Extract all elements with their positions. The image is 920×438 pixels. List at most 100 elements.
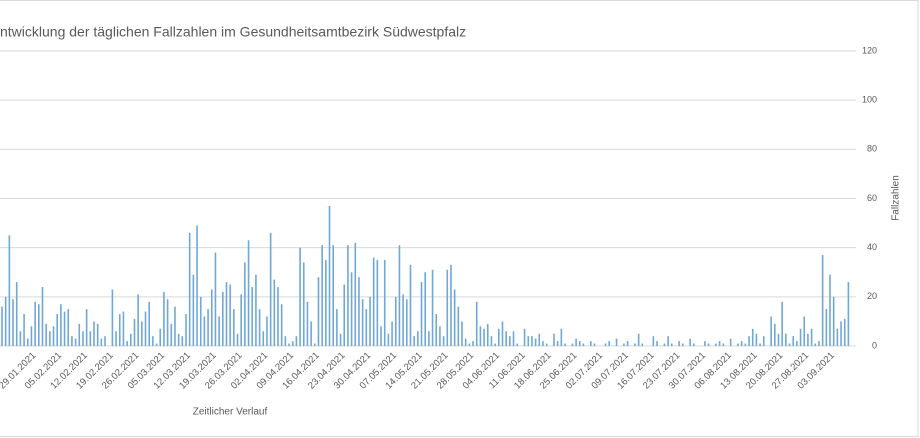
bar — [751, 328, 754, 346]
bar — [560, 328, 563, 346]
bar — [111, 289, 114, 346]
bar — [141, 321, 143, 346]
bar — [829, 274, 831, 346]
bar — [527, 336, 530, 346]
bar — [516, 343, 518, 346]
bar — [641, 343, 644, 346]
bar — [608, 341, 610, 346]
bar — [748, 336, 750, 346]
bar — [689, 338, 691, 346]
bar — [840, 321, 842, 346]
bar — [553, 333, 555, 346]
bar — [402, 294, 404, 346]
bar — [354, 242, 357, 346]
y-tick-label: 100 — [862, 95, 877, 105]
bar — [464, 338, 467, 346]
bar — [538, 333, 541, 346]
bar — [365, 309, 368, 346]
bar — [682, 343, 684, 346]
bar — [670, 343, 673, 346]
bar — [321, 245, 323, 346]
bar — [247, 240, 250, 346]
bar — [63, 311, 66, 346]
bar — [78, 323, 81, 346]
bar — [222, 291, 224, 346]
bar — [431, 269, 434, 346]
bar — [693, 343, 695, 346]
bar — [847, 282, 850, 346]
bar — [100, 338, 103, 346]
bar — [409, 264, 412, 346]
bar — [240, 294, 242, 346]
bar — [288, 343, 290, 346]
bar — [417, 331, 419, 346]
bar — [207, 309, 209, 346]
bar — [277, 287, 279, 346]
bar — [358, 277, 360, 346]
bar — [104, 336, 106, 346]
bar — [218, 316, 220, 346]
bar — [575, 338, 577, 346]
bar — [181, 336, 184, 346]
bar — [788, 343, 791, 346]
bar — [475, 301, 478, 346]
bar — [155, 343, 158, 346]
bar — [509, 336, 511, 346]
bar — [453, 289, 456, 346]
bar — [266, 316, 268, 346]
bar — [545, 343, 548, 346]
bar — [818, 341, 820, 346]
bar — [582, 343, 585, 346]
bar — [174, 306, 176, 346]
bar — [148, 301, 150, 346]
chart-title: ntwicklung der täglichen Fallzahlen im G… — [0, 24, 466, 40]
bar — [781, 301, 783, 346]
bar — [807, 333, 809, 346]
bar — [792, 336, 794, 346]
bar — [420, 282, 423, 346]
bar — [210, 289, 213, 346]
bar — [483, 328, 485, 346]
bar — [74, 338, 77, 346]
y-tick-label: 0 — [872, 340, 877, 350]
bar — [832, 296, 835, 346]
bar — [8, 235, 11, 346]
bar — [626, 341, 629, 346]
bar — [89, 331, 92, 346]
bar — [774, 323, 776, 346]
bar — [744, 343, 747, 346]
bar — [159, 328, 162, 346]
bar — [542, 341, 544, 346]
bar — [442, 336, 445, 346]
bar — [494, 343, 496, 346]
bar — [26, 338, 29, 346]
y-tick-label: 20 — [867, 291, 877, 301]
bar — [133, 318, 136, 346]
bar — [317, 277, 320, 346]
bar — [501, 321, 504, 346]
bar — [332, 245, 334, 346]
bar — [339, 333, 342, 346]
y-tick-label: 40 — [867, 242, 877, 252]
bar — [4, 296, 7, 346]
bar — [203, 316, 206, 346]
bar — [523, 328, 526, 346]
bar — [258, 309, 261, 346]
bar — [398, 245, 401, 346]
bar — [199, 296, 202, 346]
bar — [656, 341, 658, 346]
bar — [185, 314, 187, 346]
bar — [615, 338, 618, 346]
bar — [236, 333, 239, 346]
bar — [71, 336, 73, 346]
bar — [556, 341, 559, 346]
bar — [450, 264, 452, 346]
bar — [280, 304, 283, 346]
bar — [262, 331, 265, 346]
bar — [383, 259, 386, 346]
bar — [85, 309, 88, 346]
bar — [12, 299, 14, 346]
bar — [56, 314, 58, 346]
